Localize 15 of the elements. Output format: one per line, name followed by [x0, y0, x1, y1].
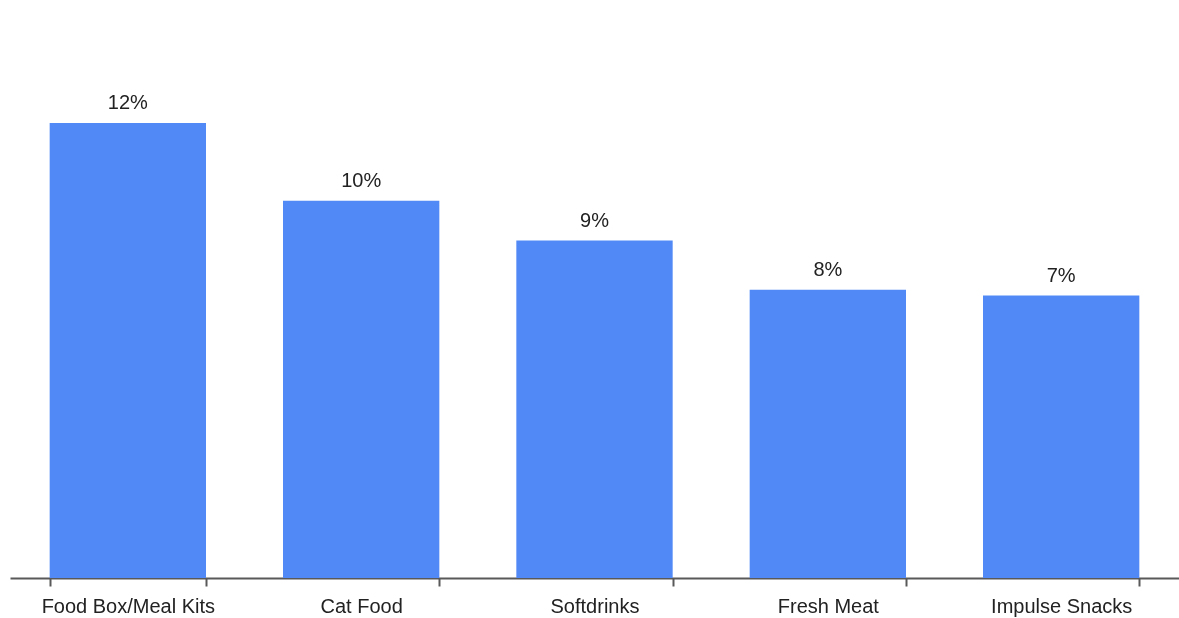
data-label: 8% [813, 257, 843, 280]
x-tick-label: Cat Food [320, 594, 403, 617]
data-label: 10% [341, 168, 382, 191]
bar [283, 200, 440, 578]
data-label: 7% [1046, 263, 1076, 286]
data-label: 9% [580, 208, 610, 231]
x-tick-label: Impulse Snacks [991, 594, 1133, 617]
bar [516, 240, 673, 578]
x-tick-label: Food Box/Meal Kits [41, 594, 216, 617]
data-label: 12% [107, 91, 149, 113]
bar [983, 295, 1140, 578]
x-tick-label: Softdrinks [550, 594, 640, 617]
bar [749, 289, 906, 578]
x-tick-label: Fresh Meat [777, 594, 880, 617]
bar [49, 123, 206, 578]
